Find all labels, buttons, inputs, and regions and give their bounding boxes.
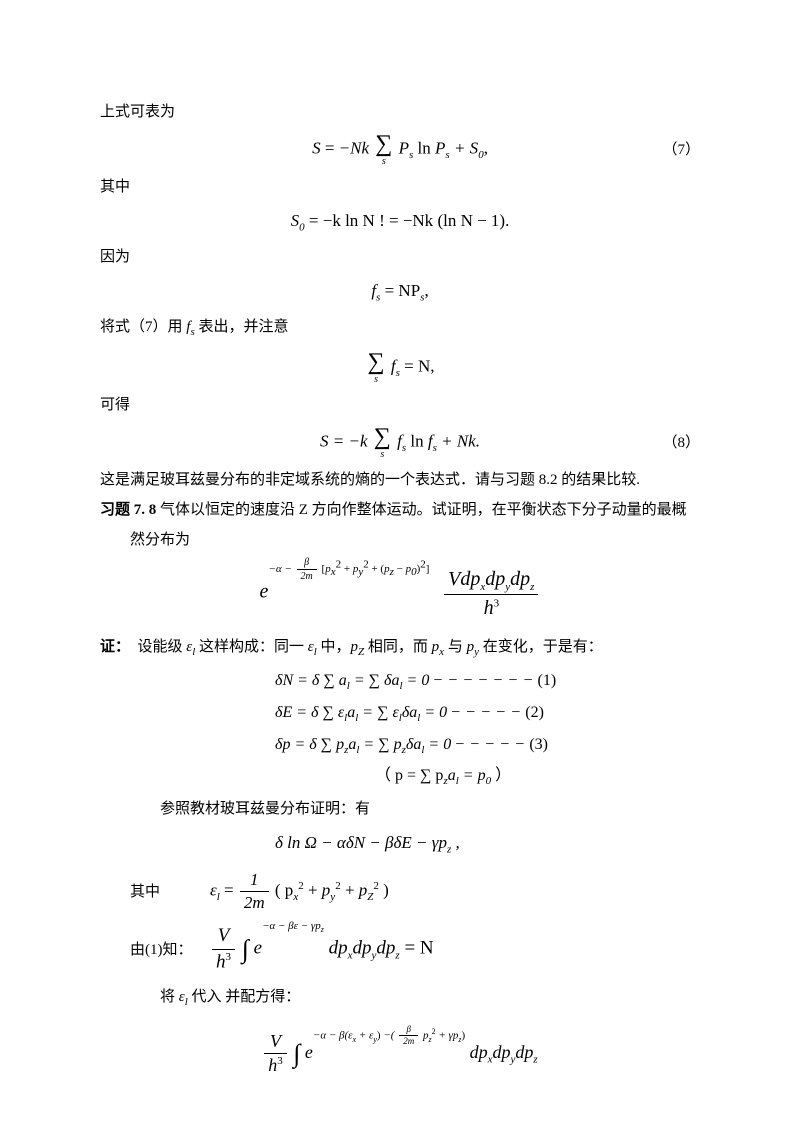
equation-epsilon: εl = 1 2m ( px2 + py2 + pZ2 ) (210, 869, 700, 914)
eq7-number: （7） (662, 138, 700, 162)
para-10: 将 εl 代入 并配方得： (100, 985, 700, 1012)
para-5: 可得 (100, 393, 700, 417)
eq7-lhs: S (312, 139, 321, 158)
para-4: 将式（7）用 fs 表出，并注意 (100, 315, 700, 342)
row-by1: 由(1)知： V h3 ∫ e−α − βε − γpz dpxdpydpz =… (100, 924, 700, 975)
equation-7: S = −Nk ∑ s Ps ln Ps + S0, （7） (100, 132, 700, 167)
equation-int2: V h3 ∫ e −α − β(εx + εy) −( β 2m pz2 + γ… (100, 1030, 700, 1078)
problem-7-8-cont: 然分布为 (100, 528, 700, 552)
deriv-line-2: δE = δ ∑ εlal = ∑ εlδal = 0 − − − − − (2… (275, 700, 700, 728)
para-1: 上式可表为 (100, 100, 700, 124)
eq7-nk: −Nk (339, 139, 369, 158)
equation-8: S = −k ∑ s fs ln fs + Nk. （8） (100, 425, 700, 460)
row-where: 其中 εl = 1 2m ( px2 + py2 + pZ2 ) (100, 869, 700, 914)
proof-intro: 证： 设能级 εl 这样构成：同一 εl 中，pZ 相同，而 px 与 py 在… (100, 635, 700, 662)
deriv-line-3: δp = δ ∑ pzal = ∑ pzδal = 0 − − − − − (3… (275, 732, 700, 760)
derivation-block: δN = δ ∑ al = ∑ δal = 0 − − − − − − − (1… (275, 668, 700, 791)
eq8-number: （8） (662, 431, 700, 455)
problem-7-8: 习题 7. 8 气体以恒定的速度沿 Z 方向作整体运动。试证明，在平衡状态下分子… (100, 498, 700, 522)
equation-s0: S0 = −k ln N ! = −Nk (ln N − 1). (100, 207, 700, 237)
para-9: 参照教材玻耳兹曼分布证明：有 (100, 797, 700, 821)
equation-dln: δ ln Ω − αδN − βδE − γpz , (100, 829, 700, 859)
para-2: 其中 (100, 175, 700, 199)
sumfs-sum: ∑ s (368, 350, 385, 385)
equation-int1: V h3 ∫ e−α − βε − γpz dpxdpydpz = N (210, 924, 700, 975)
equation-sumfs: ∑ s fs = N, (100, 350, 700, 385)
eq8-sum: ∑ s (374, 425, 391, 460)
para-3: 因为 (100, 245, 700, 269)
problem-label: 习题 7. 8 (100, 502, 160, 518)
para-6: 这是满足玻耳兹曼分布的非定域系统的熵的一个表达式．请与习题 8.2 的结果比较. (100, 468, 700, 492)
eq7-sum: ∑ s (375, 132, 392, 167)
deriv-line-4: （ p = ∑ pzal = p0 ） (275, 763, 700, 791)
equation-fs: fs = NPs, (100, 277, 700, 307)
deriv-line-1: δN = δ ∑ al = ∑ δal = 0 − − − − − − − (1… (275, 668, 700, 696)
equation-main-distribution: e −α − β 2m [px2 + py2 + (pz − p0)2] Vdp… (100, 566, 700, 621)
